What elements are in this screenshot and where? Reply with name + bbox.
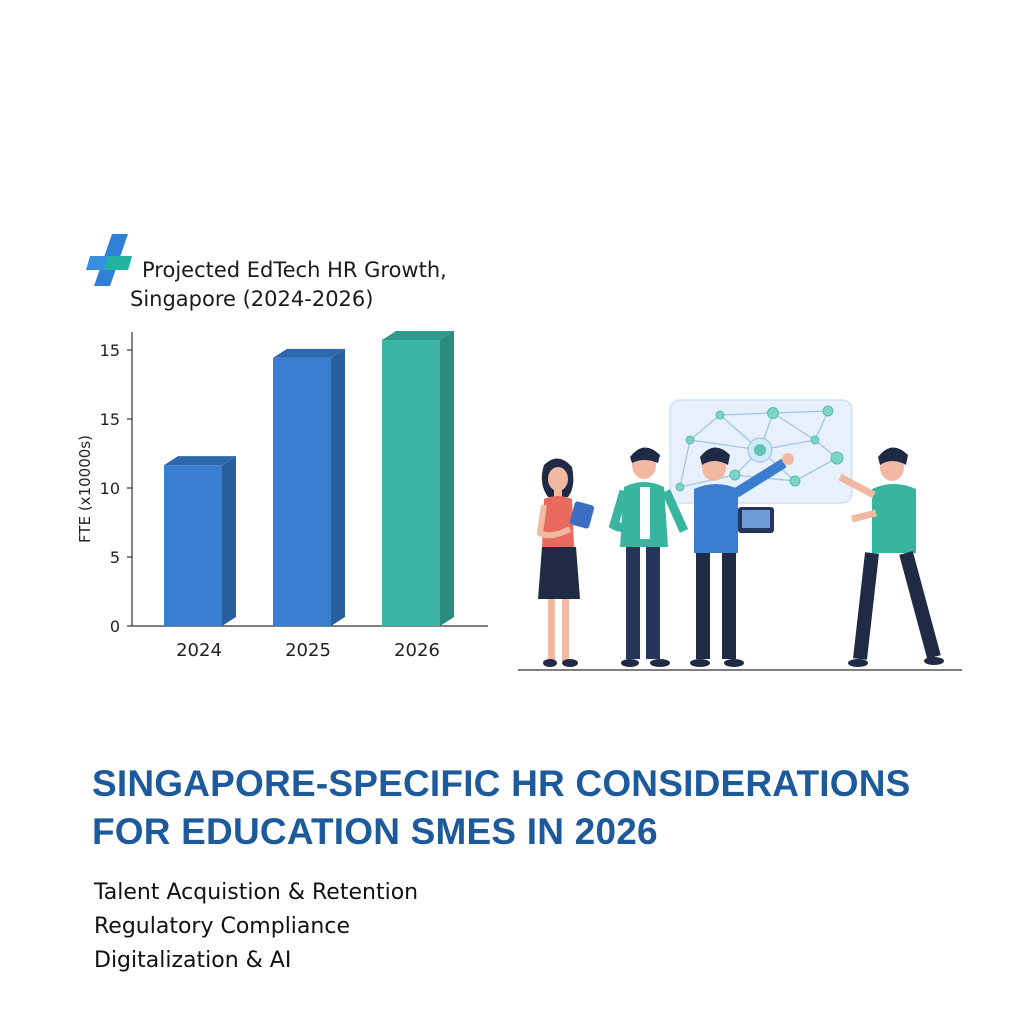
team-collaboration-network-illustration — [518, 399, 962, 671]
y-tick-label: 5 — [110, 548, 120, 567]
y-tick-label: 15 — [100, 341, 120, 360]
y-tick-label: 15 — [100, 410, 120, 429]
person-man-green-jacket — [608, 447, 689, 667]
person-man-teal-shirt-pointing — [838, 447, 944, 667]
chart-title: Projected EdTech HR Growth, Singapore (2… — [130, 256, 447, 314]
y-tick-label: 10 — [100, 479, 120, 498]
bar-top-2026 — [382, 331, 454, 340]
bar-top-2024 — [164, 456, 236, 466]
headline: SINGAPORE-SPECIFIC HR CONSIDERATIONS FOR… — [92, 760, 911, 856]
person-man-blue-shirt-pointing — [690, 447, 794, 667]
headline-line-1: SINGAPORE-SPECIFIC HR CONSIDERATIONS — [92, 763, 911, 804]
y-tick-label: 0 — [110, 617, 120, 636]
headline-line-2: FOR EDUCATION SMES IN 2026 — [92, 811, 658, 852]
x-tick-label: 2024 — [176, 640, 222, 661]
chart-title-line-1: Projected EdTech HR Growth, — [142, 258, 447, 282]
x-tick-label: 2025 — [285, 640, 331, 661]
bar-top-2025 — [273, 348, 345, 358]
list-item: Digitalization & AI — [94, 948, 292, 973]
bar-2026 — [382, 340, 440, 626]
y-axis-title: FTE (x10000s) — [76, 435, 94, 543]
list-item: Talent Acquistion & Retention — [94, 880, 419, 905]
bar-side-2024 — [222, 456, 236, 626]
bar-side-2026 — [440, 331, 454, 626]
bar-2025 — [273, 357, 331, 626]
bar-chart: 0 5 10 15 15 FTE (x10000s) 2024 2025 2026 — [76, 331, 488, 661]
plus-cross-logo-icon — [86, 234, 132, 286]
bar-2024 — [164, 465, 222, 626]
bar-side-2025 — [331, 348, 345, 626]
network-screen-panel — [669, 399, 853, 504]
list-item: Regulatory Compliance — [94, 914, 350, 939]
x-tick-label: 2026 — [394, 640, 440, 661]
considerations-list: Talent Acquistion & Retention Regulatory… — [94, 876, 418, 978]
chart-title-line-2: Singapore (2024-2026) — [130, 287, 374, 311]
person-woman-with-tablet — [536, 458, 595, 667]
